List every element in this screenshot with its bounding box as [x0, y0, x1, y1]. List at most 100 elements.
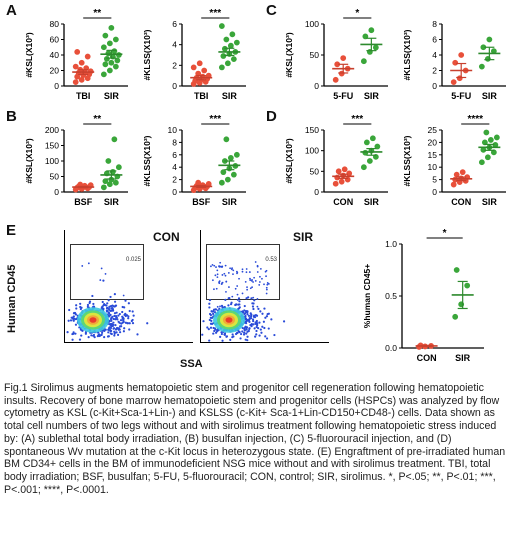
- gated-event: [122, 294, 125, 297]
- data-point: [218, 64, 225, 71]
- significance-stars: *: [443, 228, 447, 239]
- event-dot: [80, 334, 83, 337]
- gated-event: [249, 277, 251, 280]
- gated-event: [221, 266, 223, 269]
- event-dot: [116, 333, 120, 336]
- event-dot: [91, 294, 94, 298]
- data-point: [340, 55, 347, 61]
- event-dot: [245, 297, 248, 300]
- event-dot: [78, 338, 82, 341]
- event-dot: [242, 333, 246, 336]
- event-dot: [261, 312, 264, 315]
- density-contour: [89, 317, 97, 323]
- chart-svg: 0 2 4 6 8 10 #KLSS(X10³) BSF SIR ***: [142, 114, 246, 207]
- event-dot: [239, 337, 242, 340]
- gated-event: [259, 275, 261, 278]
- event-dot: [108, 308, 111, 311]
- event-dot: [256, 324, 259, 327]
- y-axis-label: #KSL(X10³): [284, 138, 294, 184]
- event-dot: [239, 332, 243, 336]
- event-dot: [127, 315, 130, 318]
- event-dot: [265, 315, 269, 318]
- gated-event: [211, 263, 214, 266]
- category-label: BSF: [192, 197, 211, 207]
- event-dot: [111, 306, 114, 310]
- data-point: [369, 135, 376, 142]
- event-dot: [128, 328, 131, 331]
- data-point: [366, 158, 373, 164]
- event-dot: [267, 312, 270, 315]
- event-dot: [221, 306, 224, 309]
- gated-event: [218, 265, 220, 267]
- y-tick-label: 0: [54, 187, 59, 197]
- gated-event: [230, 268, 233, 271]
- event-dot: [231, 333, 234, 336]
- event-dot: [110, 309, 113, 312]
- event-dot: [201, 333, 204, 336]
- event-dot: [81, 329, 84, 332]
- chart-C-ksl: 0 50 100 #KSL(X10³) 5-FU SIR *: [282, 8, 394, 111]
- gated-event: [244, 280, 247, 283]
- y-axis-label: #KLSS(X10³): [402, 29, 412, 80]
- gated-event: [232, 273, 234, 276]
- gated-event: [215, 266, 217, 268]
- data-point: [360, 58, 367, 65]
- event-dot: [72, 331, 75, 334]
- y-tick-label: 0.5: [385, 291, 397, 301]
- event-dot: [107, 311, 110, 314]
- event-dot: [234, 332, 238, 336]
- event-dot: [214, 308, 218, 311]
- event-dot: [97, 333, 101, 336]
- event-dot: [126, 322, 130, 325]
- event-dot: [106, 302, 109, 305]
- gated-event: [265, 269, 268, 272]
- gated-event: [246, 286, 248, 289]
- y-tick-label: 4: [172, 40, 177, 50]
- y-tick-label: 6: [172, 19, 177, 29]
- chart-svg: 0 50 100 150 #KSL(X10³) CON SIR ***: [284, 114, 388, 207]
- event-dot: [270, 318, 273, 321]
- event-dot: [115, 326, 119, 330]
- event-dot: [264, 316, 267, 319]
- data-point: [84, 53, 91, 60]
- gated-event: [216, 269, 219, 272]
- data-point: [233, 39, 240, 46]
- event-dot: [229, 303, 233, 306]
- data-point: [227, 42, 234, 49]
- y-axis-label: #KLSS(X10³): [142, 135, 152, 186]
- data-point: [230, 56, 237, 63]
- gated-event: [256, 305, 259, 308]
- gated-event: [234, 287, 237, 290]
- gated-event: [221, 274, 224, 276]
- chart-svg: 0 2 4 6 #KLSS(X10³) TBI SIR ***: [142, 8, 246, 101]
- event-dot: [209, 326, 213, 329]
- y-tick-label: 10: [168, 125, 178, 135]
- event-dot: [102, 303, 105, 307]
- category-label: 5-FU: [333, 91, 353, 101]
- y-tick-label: 60: [50, 35, 60, 45]
- chart-svg: 0.0 0.5 1.0 %human CD45+ CON SIR *: [362, 228, 484, 363]
- event-dot: [246, 319, 250, 322]
- event-dot: [107, 328, 110, 331]
- gated-event: [231, 295, 234, 298]
- event-dot: [212, 332, 215, 335]
- gated-event: [248, 271, 251, 273]
- y-tick-label: 0: [314, 187, 319, 197]
- event-dot: [259, 328, 262, 331]
- data-point: [372, 44, 379, 51]
- data-point: [478, 63, 485, 70]
- event-dot: [227, 304, 230, 307]
- y-tick-label: 4: [432, 50, 437, 60]
- gated-event: [265, 292, 268, 295]
- data-point: [112, 63, 119, 70]
- event-dot: [257, 307, 260, 310]
- data-point: [346, 170, 353, 177]
- gated-event: [259, 268, 262, 270]
- event-dot: [247, 329, 250, 333]
- data-point: [115, 164, 122, 171]
- data-point: [332, 180, 339, 187]
- y-tick-label: 0: [172, 81, 177, 91]
- event-dot: [113, 305, 116, 308]
- event-dot: [213, 311, 217, 314]
- event-dot: [66, 330, 69, 334]
